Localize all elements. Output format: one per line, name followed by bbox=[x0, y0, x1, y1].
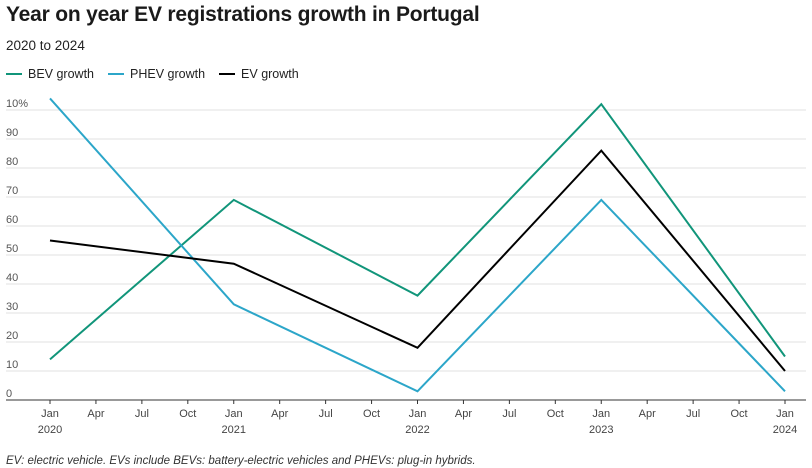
x-tick-year-label: 2022 bbox=[405, 424, 429, 436]
series-line-phev bbox=[49, 97, 786, 393]
legend-label-bev: BEV growth bbox=[28, 67, 95, 81]
x-tick-label: Oct bbox=[547, 408, 564, 420]
legend-swatch-bev bbox=[6, 73, 22, 75]
x-tick-label: Jan bbox=[41, 408, 59, 420]
x-tick-year-label: 2021 bbox=[222, 424, 246, 436]
legend: BEV growth PHEV growth EV growth bbox=[6, 67, 313, 81]
x-tick-label: Oct bbox=[363, 408, 380, 420]
chart-subtitle: 2020 to 2024 bbox=[6, 38, 85, 53]
footnote: EV: electric vehicle. EVs include BEVs: … bbox=[6, 455, 476, 467]
x-tick-label: Apr bbox=[87, 408, 104, 420]
series-line-bev bbox=[49, 102, 786, 361]
series-line-ev bbox=[49, 149, 786, 372]
x-tick-label: Jul bbox=[502, 408, 516, 420]
x-tick-label: Apr bbox=[271, 408, 288, 420]
x-tick-label: Jan bbox=[776, 408, 794, 420]
chart-title: Year on year EV registrations growth in … bbox=[6, 3, 480, 26]
x-tick-label: Jan bbox=[409, 408, 427, 420]
x-tick-year-label: 2023 bbox=[589, 424, 613, 436]
y-tick-label: 50 bbox=[6, 243, 18, 255]
y-tick-label: 60 bbox=[6, 214, 18, 226]
legend-item-ev: EV growth bbox=[219, 67, 299, 81]
legend-label-ev: EV growth bbox=[241, 67, 299, 81]
x-tick-label: Jul bbox=[686, 408, 700, 420]
legend-label-phev: PHEV growth bbox=[130, 67, 206, 81]
y-tick-label: 40 bbox=[6, 272, 18, 284]
y-tick-label: 10 bbox=[6, 359, 18, 371]
x-tick-label: Jan bbox=[592, 408, 610, 420]
y-tick-label: 10% bbox=[6, 98, 28, 110]
x-tick-label: Oct bbox=[731, 408, 748, 420]
x-tick-year-label: 2020 bbox=[38, 424, 62, 436]
y-tick-label: 0 bbox=[6, 388, 12, 400]
y-tick-label: 90 bbox=[6, 127, 18, 139]
x-tick-label: Apr bbox=[455, 408, 472, 420]
y-tick-label: 70 bbox=[6, 185, 18, 197]
legend-swatch-phev bbox=[108, 73, 125, 75]
y-tick-label: 80 bbox=[6, 156, 18, 168]
x-tick-label: Oct bbox=[179, 408, 196, 420]
x-tick-label: Jan bbox=[225, 408, 243, 420]
x-tick-year-label: 2024 bbox=[773, 424, 797, 436]
legend-item-bev: BEV growth bbox=[6, 67, 94, 81]
x-tick-label: Jul bbox=[319, 408, 333, 420]
y-tick-label: 30 bbox=[6, 301, 18, 313]
x-tick-label: Apr bbox=[639, 408, 656, 420]
y-tick-label: 20 bbox=[6, 330, 18, 342]
x-tick-label: Jul bbox=[135, 408, 149, 420]
legend-item-phev: PHEV growth bbox=[108, 67, 205, 81]
legend-swatch-ev bbox=[219, 73, 236, 75]
